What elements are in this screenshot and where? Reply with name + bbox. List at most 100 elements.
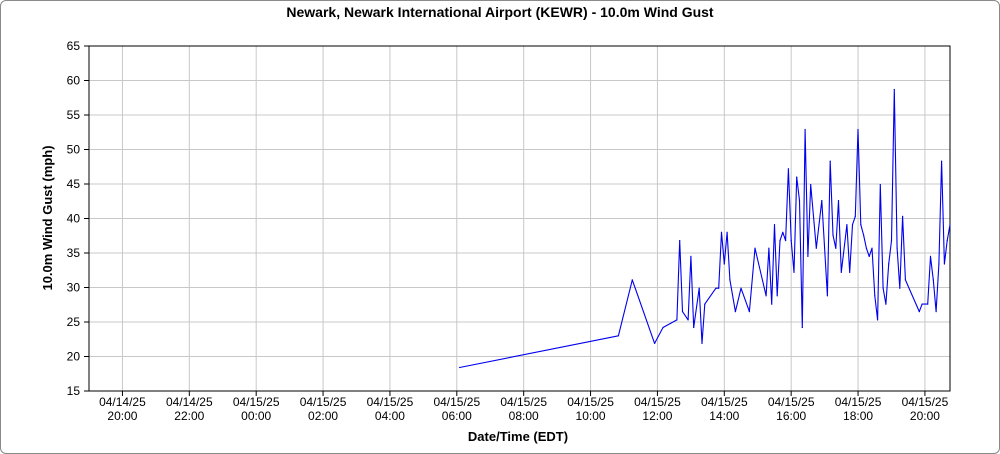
x-tick-date: 04/15/25 xyxy=(835,395,882,409)
data-point xyxy=(902,215,904,217)
data-point xyxy=(935,311,937,313)
data-point xyxy=(949,224,951,226)
y-axis-label: 10.0m Wind Gust (mph) xyxy=(40,145,55,290)
x-tick-date: 04/15/25 xyxy=(902,395,949,409)
data-point xyxy=(676,319,678,321)
data-point xyxy=(821,200,823,202)
x-tick-date: 04/15/25 xyxy=(567,395,614,409)
x-tick-time: 00:00 xyxy=(241,409,271,423)
data-point xyxy=(929,255,932,257)
x-tick-date: 04/15/25 xyxy=(500,395,547,409)
data-point xyxy=(715,287,717,289)
x-tick-time: 02:00 xyxy=(308,409,338,423)
x-tick-date: 04/14/25 xyxy=(99,395,146,409)
data-point xyxy=(854,215,856,217)
x-tick-time: 20:00 xyxy=(107,409,137,423)
y-axis-ticks: 15 20 25 30 35 40 45 50 55 60 65 xyxy=(67,39,89,398)
data-point xyxy=(888,263,890,265)
data-point xyxy=(943,263,946,265)
x-tick-date: 04/15/25 xyxy=(634,395,681,409)
data-point xyxy=(704,303,706,305)
data-point xyxy=(835,247,837,249)
x-tick-date: 04/15/25 xyxy=(233,395,280,409)
x-tick-time: 20:00 xyxy=(910,409,940,423)
data-point xyxy=(938,263,940,265)
wind-gust-line xyxy=(459,88,951,369)
chart-title: Newark, Newark International Airport (KE… xyxy=(286,4,714,20)
y-tick-label: 25 xyxy=(67,315,81,329)
y-tick-label: 20 xyxy=(67,350,81,364)
data-point xyxy=(790,240,792,242)
data-point xyxy=(874,295,876,297)
data-point xyxy=(877,319,879,321)
x-tick-date: 04/15/25 xyxy=(300,395,347,409)
data-point xyxy=(773,224,776,226)
data-point xyxy=(815,247,817,249)
x-tick-date: 04/15/25 xyxy=(701,395,748,409)
data-point xyxy=(754,247,756,249)
data-point xyxy=(679,240,681,242)
data-point xyxy=(729,279,731,281)
data-point xyxy=(885,303,887,305)
data-point xyxy=(921,303,923,305)
data-point xyxy=(899,287,901,289)
data-point xyxy=(846,224,848,226)
data-point xyxy=(879,184,881,186)
y-tick-label: 65 xyxy=(67,39,81,53)
series-layer xyxy=(459,88,951,369)
y-tick-label: 35 xyxy=(67,246,81,260)
data-point xyxy=(865,247,868,249)
data-point xyxy=(787,168,790,170)
grid-lines xyxy=(89,46,950,391)
data-point xyxy=(851,224,854,226)
data-point xyxy=(718,287,720,289)
data-point xyxy=(765,295,767,297)
data-point xyxy=(807,255,809,257)
x-tick-time: 14:00 xyxy=(709,409,739,423)
x-tick-time: 08:00 xyxy=(509,409,539,423)
data-point xyxy=(459,366,461,369)
data-point xyxy=(810,184,812,186)
x-axis-ticks: 04/14/2520:0004/14/2522:0004/15/2500:000… xyxy=(99,391,949,423)
data-point xyxy=(681,311,684,313)
data-point xyxy=(720,231,723,233)
data-point xyxy=(863,234,865,236)
data-point xyxy=(687,319,689,321)
x-tick-time: 12:00 xyxy=(642,409,672,423)
data-point xyxy=(723,263,725,265)
data-point xyxy=(740,287,742,289)
data-point xyxy=(782,231,784,233)
data-point xyxy=(631,279,633,281)
data-point xyxy=(932,279,934,281)
data-point xyxy=(796,176,798,178)
data-point xyxy=(662,326,664,329)
data-point xyxy=(798,200,801,202)
x-tick-time: 22:00 xyxy=(174,409,204,423)
data-point xyxy=(701,342,703,344)
data-point xyxy=(890,240,893,242)
y-tick-label: 55 xyxy=(67,108,81,122)
data-point xyxy=(857,128,859,131)
data-point xyxy=(918,311,920,313)
y-tick-label: 45 xyxy=(67,177,81,191)
data-point xyxy=(771,303,773,305)
data-point xyxy=(698,287,700,289)
data-point xyxy=(776,295,778,297)
y-tick-label: 60 xyxy=(67,74,81,88)
data-point xyxy=(871,247,873,249)
x-axis-label: Date/Time (EDT) xyxy=(468,429,568,444)
data-point xyxy=(882,287,884,289)
x-tick-time: 06:00 xyxy=(442,409,472,423)
x-tick-date: 04/15/25 xyxy=(768,395,815,409)
x-tick-time: 18:00 xyxy=(843,409,873,423)
x-tick-time: 10:00 xyxy=(576,409,606,423)
data-point xyxy=(829,160,831,162)
x-tick-date: 04/15/25 xyxy=(367,395,414,409)
data-point xyxy=(860,224,862,226)
data-point xyxy=(941,160,943,162)
data-point xyxy=(896,247,898,249)
data-point xyxy=(893,88,895,91)
data-point xyxy=(946,240,948,242)
